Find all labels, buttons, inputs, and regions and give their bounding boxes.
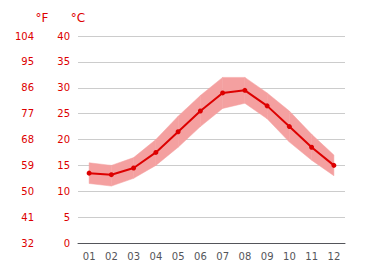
svg-text:09: 09 <box>261 251 274 262</box>
svg-text:30: 30 <box>57 82 70 93</box>
svg-text:15: 15 <box>57 160 70 171</box>
svg-text:°C: °C <box>71 11 85 25</box>
svg-text:41: 41 <box>21 212 34 223</box>
svg-text:32: 32 <box>21 238 34 249</box>
svg-text:5: 5 <box>64 212 70 223</box>
svg-text:50: 50 <box>21 186 34 197</box>
svg-text:05: 05 <box>172 251 185 262</box>
svg-text:59: 59 <box>21 160 34 171</box>
svg-text:0: 0 <box>64 238 70 249</box>
svg-text:02: 02 <box>105 251 118 262</box>
svg-text:01: 01 <box>83 251 96 262</box>
svg-text:08: 08 <box>239 251 252 262</box>
svg-text:68: 68 <box>21 134 34 145</box>
svg-text:25: 25 <box>57 108 70 119</box>
svg-text:07: 07 <box>216 251 229 262</box>
svg-text:04: 04 <box>150 251 163 262</box>
svg-text:°F: °F <box>36 11 49 25</box>
svg-text:77: 77 <box>21 108 34 119</box>
svg-text:10: 10 <box>283 251 296 262</box>
svg-text:95: 95 <box>21 56 34 67</box>
svg-text:06: 06 <box>194 251 207 262</box>
svg-text:40: 40 <box>57 31 70 42</box>
svg-text:104: 104 <box>15 31 34 42</box>
svg-text:12: 12 <box>328 251 341 262</box>
svg-text:11: 11 <box>305 251 318 262</box>
svg-text:10: 10 <box>57 186 70 197</box>
svg-text:35: 35 <box>57 56 70 67</box>
svg-text:03: 03 <box>127 251 140 262</box>
svg-text:86: 86 <box>21 82 34 93</box>
svg-text:20: 20 <box>57 134 70 145</box>
